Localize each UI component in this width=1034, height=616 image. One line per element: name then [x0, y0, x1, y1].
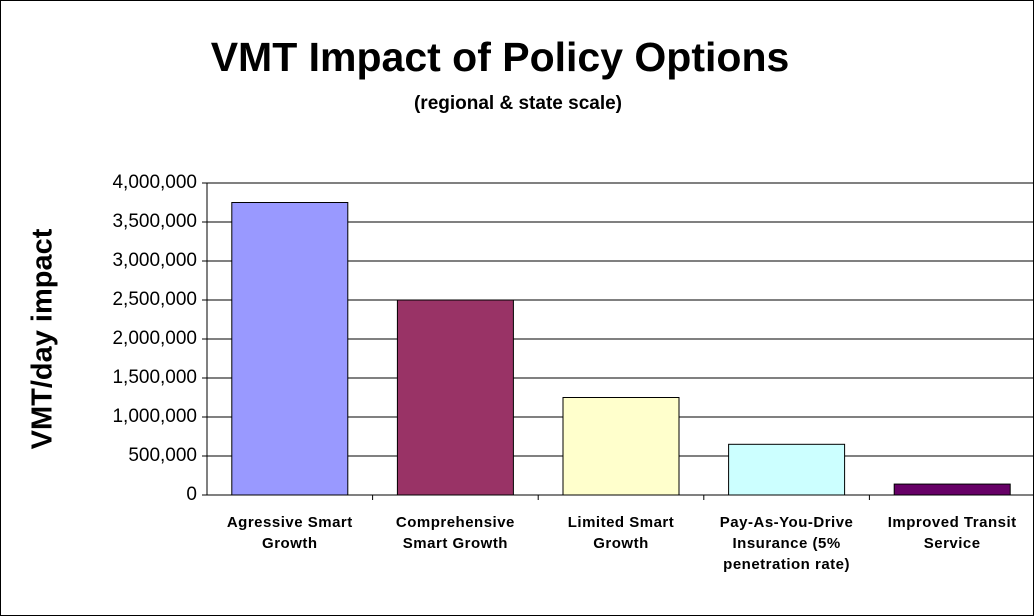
y-tick-label: 1,000,000 — [112, 406, 197, 427]
x-tick-label: Agressive Smart Growth — [226, 514, 353, 552]
bar — [562, 397, 680, 496]
y-axis-label: VMT/day impact — [27, 228, 59, 449]
y-tick-label: 0 — [186, 484, 197, 505]
y-tick-label: 500,000 — [128, 445, 197, 466]
x-tick-label: Limited Smart Growth — [567, 514, 675, 552]
bar — [231, 202, 349, 496]
bar — [728, 443, 846, 496]
y-tick-label: 1,500,000 — [112, 367, 197, 388]
y-tick-label: 3,000,000 — [112, 250, 197, 271]
x-tick-label: Improved Transit Service — [887, 514, 1017, 552]
y-tick-label: 2,000,000 — [112, 328, 197, 349]
y-tick-label: 2,500,000 — [112, 289, 197, 310]
x-tick-label: Comprehensive Smart Growth — [395, 514, 515, 552]
bar — [893, 483, 1011, 496]
x-tick-label: Pay-As-You-Drive Insurance (5% penetrati… — [719, 514, 854, 573]
bar — [396, 299, 514, 496]
y-tick-label: 4,000,000 — [112, 172, 197, 193]
chart-title: VMT Impact of Policy Options — [211, 34, 790, 80]
chart-subtitle: (regional & state scale) — [414, 93, 622, 114]
y-tick-label: 3,500,000 — [112, 211, 197, 232]
